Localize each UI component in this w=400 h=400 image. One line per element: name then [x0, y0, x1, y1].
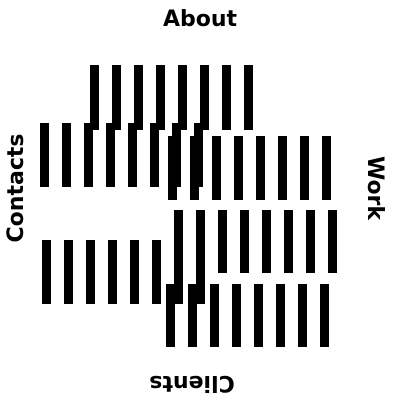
stripe	[42, 240, 51, 304]
stripe	[106, 123, 115, 187]
nav-link-work[interactable]: Work	[362, 155, 387, 221]
stripe	[128, 123, 137, 187]
stripe	[188, 284, 197, 347]
stripe	[284, 210, 293, 273]
stripe	[178, 65, 187, 130]
stripe	[320, 284, 329, 347]
stripe-block-middle-right	[168, 136, 331, 200]
stripe-block-middle-left	[40, 123, 203, 187]
stripe	[166, 284, 175, 347]
stripe	[300, 136, 309, 200]
stripe-block-top	[90, 65, 253, 130]
stripe	[222, 65, 231, 130]
stripe	[218, 210, 227, 273]
stripe	[306, 210, 315, 273]
stripe	[256, 136, 265, 200]
stripe	[62, 123, 71, 187]
stripe	[134, 65, 143, 130]
stripe	[84, 123, 93, 187]
stripe	[262, 210, 271, 273]
stripe	[190, 136, 199, 200]
stripe	[322, 136, 331, 200]
stripe	[112, 65, 121, 130]
stripe	[40, 123, 49, 187]
stripe	[276, 284, 285, 347]
stripe	[212, 136, 221, 200]
stripe	[64, 240, 73, 304]
stripe	[210, 284, 219, 347]
stripe	[200, 65, 209, 130]
stripe-block-bottom	[166, 284, 329, 347]
stripe	[254, 284, 263, 347]
stripe-block-lower-left	[42, 240, 205, 304]
stripe	[328, 210, 337, 273]
stripe	[90, 65, 99, 130]
nav-link-clients[interactable]: Clients	[149, 370, 235, 395]
stripe	[298, 284, 307, 347]
stripe	[240, 210, 249, 273]
stripe	[244, 65, 253, 130]
nav-link-about[interactable]: About	[162, 7, 238, 32]
stripe	[150, 123, 159, 187]
stripe	[108, 240, 117, 304]
nav-link-contacts[interactable]: Contacts	[4, 133, 29, 243]
stripe	[156, 65, 165, 130]
stripe	[86, 240, 95, 304]
stripe	[234, 136, 243, 200]
stripe	[196, 240, 205, 304]
stripe	[152, 240, 161, 304]
stripe	[130, 240, 139, 304]
stripe	[168, 136, 177, 200]
stripe	[232, 284, 241, 347]
stripe	[174, 240, 183, 304]
stripe	[278, 136, 287, 200]
